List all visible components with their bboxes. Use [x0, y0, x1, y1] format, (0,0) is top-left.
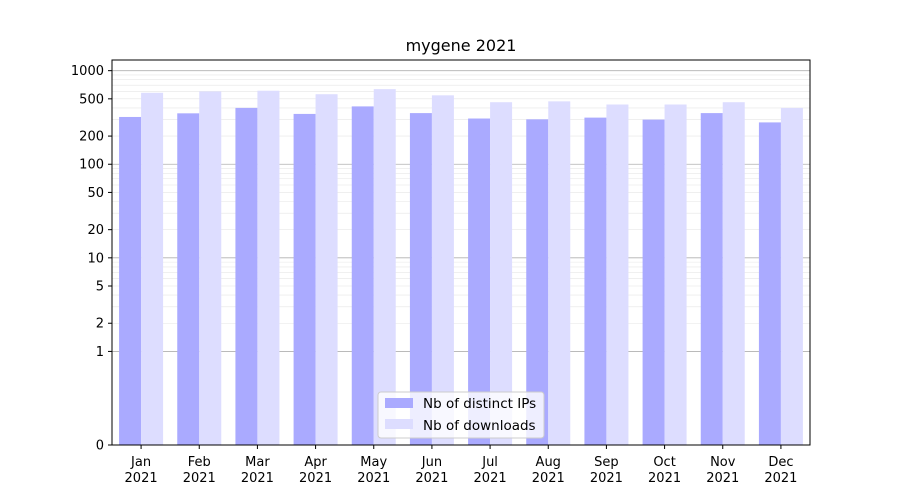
bar-distinct-ips: [700, 113, 723, 445]
y-tick-label: 0: [96, 439, 104, 454]
x-tick-label: Apr 2021: [299, 455, 332, 486]
bar-distinct-ips: [351, 106, 374, 445]
y-tick-label: 10: [87, 251, 104, 266]
legend: Nb of distinct IPs Nb of downloads: [377, 391, 545, 439]
bar-downloads: [664, 104, 687, 445]
x-tick-label: Jul 2021: [474, 455, 507, 486]
y-tick-label: 1000: [71, 64, 104, 79]
bar-distinct-ips: [119, 116, 142, 446]
legend-label-downloads: Nb of downloads: [423, 418, 536, 434]
bar-distinct-ips: [584, 117, 607, 445]
x-tick-label: Feb 2021: [183, 455, 216, 486]
x-tick-label: Aug 2021: [532, 455, 565, 486]
y-tick-label: 50: [87, 186, 104, 201]
bar-downloads: [315, 94, 338, 445]
y-tick-labels: 0 1 2 5 10 20 50 100 200 500 1000: [71, 64, 112, 454]
x-tick-label: Oct 2021: [648, 455, 681, 486]
bar-distinct-ips: [409, 113, 432, 445]
bar-distinct-ips: [468, 118, 491, 445]
bar-distinct-ips: [235, 107, 258, 446]
y-tick-label: 5: [96, 280, 104, 295]
bar-downloads: [199, 91, 222, 445]
y-tick-label: 2: [96, 317, 104, 332]
y-tick-label: 20: [87, 223, 104, 238]
x-tick-label: Nov 2021: [706, 455, 739, 486]
y-tick-label: 1: [96, 345, 104, 360]
x-tick-label: May 2021: [357, 455, 390, 486]
x-tick-label: Jun 2021: [415, 455, 448, 486]
bars: [119, 89, 803, 446]
x-tick-label: Dec 2021: [764, 455, 797, 486]
bar-downloads: [257, 90, 280, 446]
bar-distinct-ips: [642, 119, 665, 446]
bar-distinct-ips: [758, 122, 781, 445]
bar-downloads: [141, 92, 164, 446]
legend-box: [377, 391, 545, 439]
legend-label-distinct-ips: Nb of distinct IPs: [423, 396, 536, 412]
grid-lines: [112, 70, 810, 352]
legend-swatch-distinct-ips: [385, 398, 413, 408]
bar-distinct-ips: [526, 119, 549, 445]
x-tick-label: Sep 2021: [590, 455, 623, 486]
bar-downloads: [780, 107, 803, 446]
y-tick-label: 500: [79, 92, 104, 107]
plot-frame: [111, 59, 811, 446]
x-tick-label: Mar 2021: [241, 455, 274, 486]
chart-title: mygene 2021: [406, 36, 517, 55]
bar-downloads: [606, 104, 629, 445]
bar-distinct-ips: [177, 113, 200, 446]
bar-downloads: [431, 95, 454, 446]
y-tick-label: 200: [79, 130, 104, 145]
axes: [111, 59, 811, 446]
bar-downloads: [722, 102, 745, 446]
x-tick-labels: Jan 2021 Feb 2021 Mar 2021 Apr 2021 May 2021 Jun 20…: [125, 445, 797, 486]
y-tick-label: 100: [79, 158, 104, 173]
x-tick-label: Jan 2021: [125, 455, 158, 486]
legend-swatch-downloads: [385, 419, 413, 429]
bar-distinct-ips: [293, 113, 316, 446]
bar-downloads: [548, 101, 571, 446]
bar-downloads: [373, 89, 396, 446]
bar-downloads: [490, 102, 513, 446]
